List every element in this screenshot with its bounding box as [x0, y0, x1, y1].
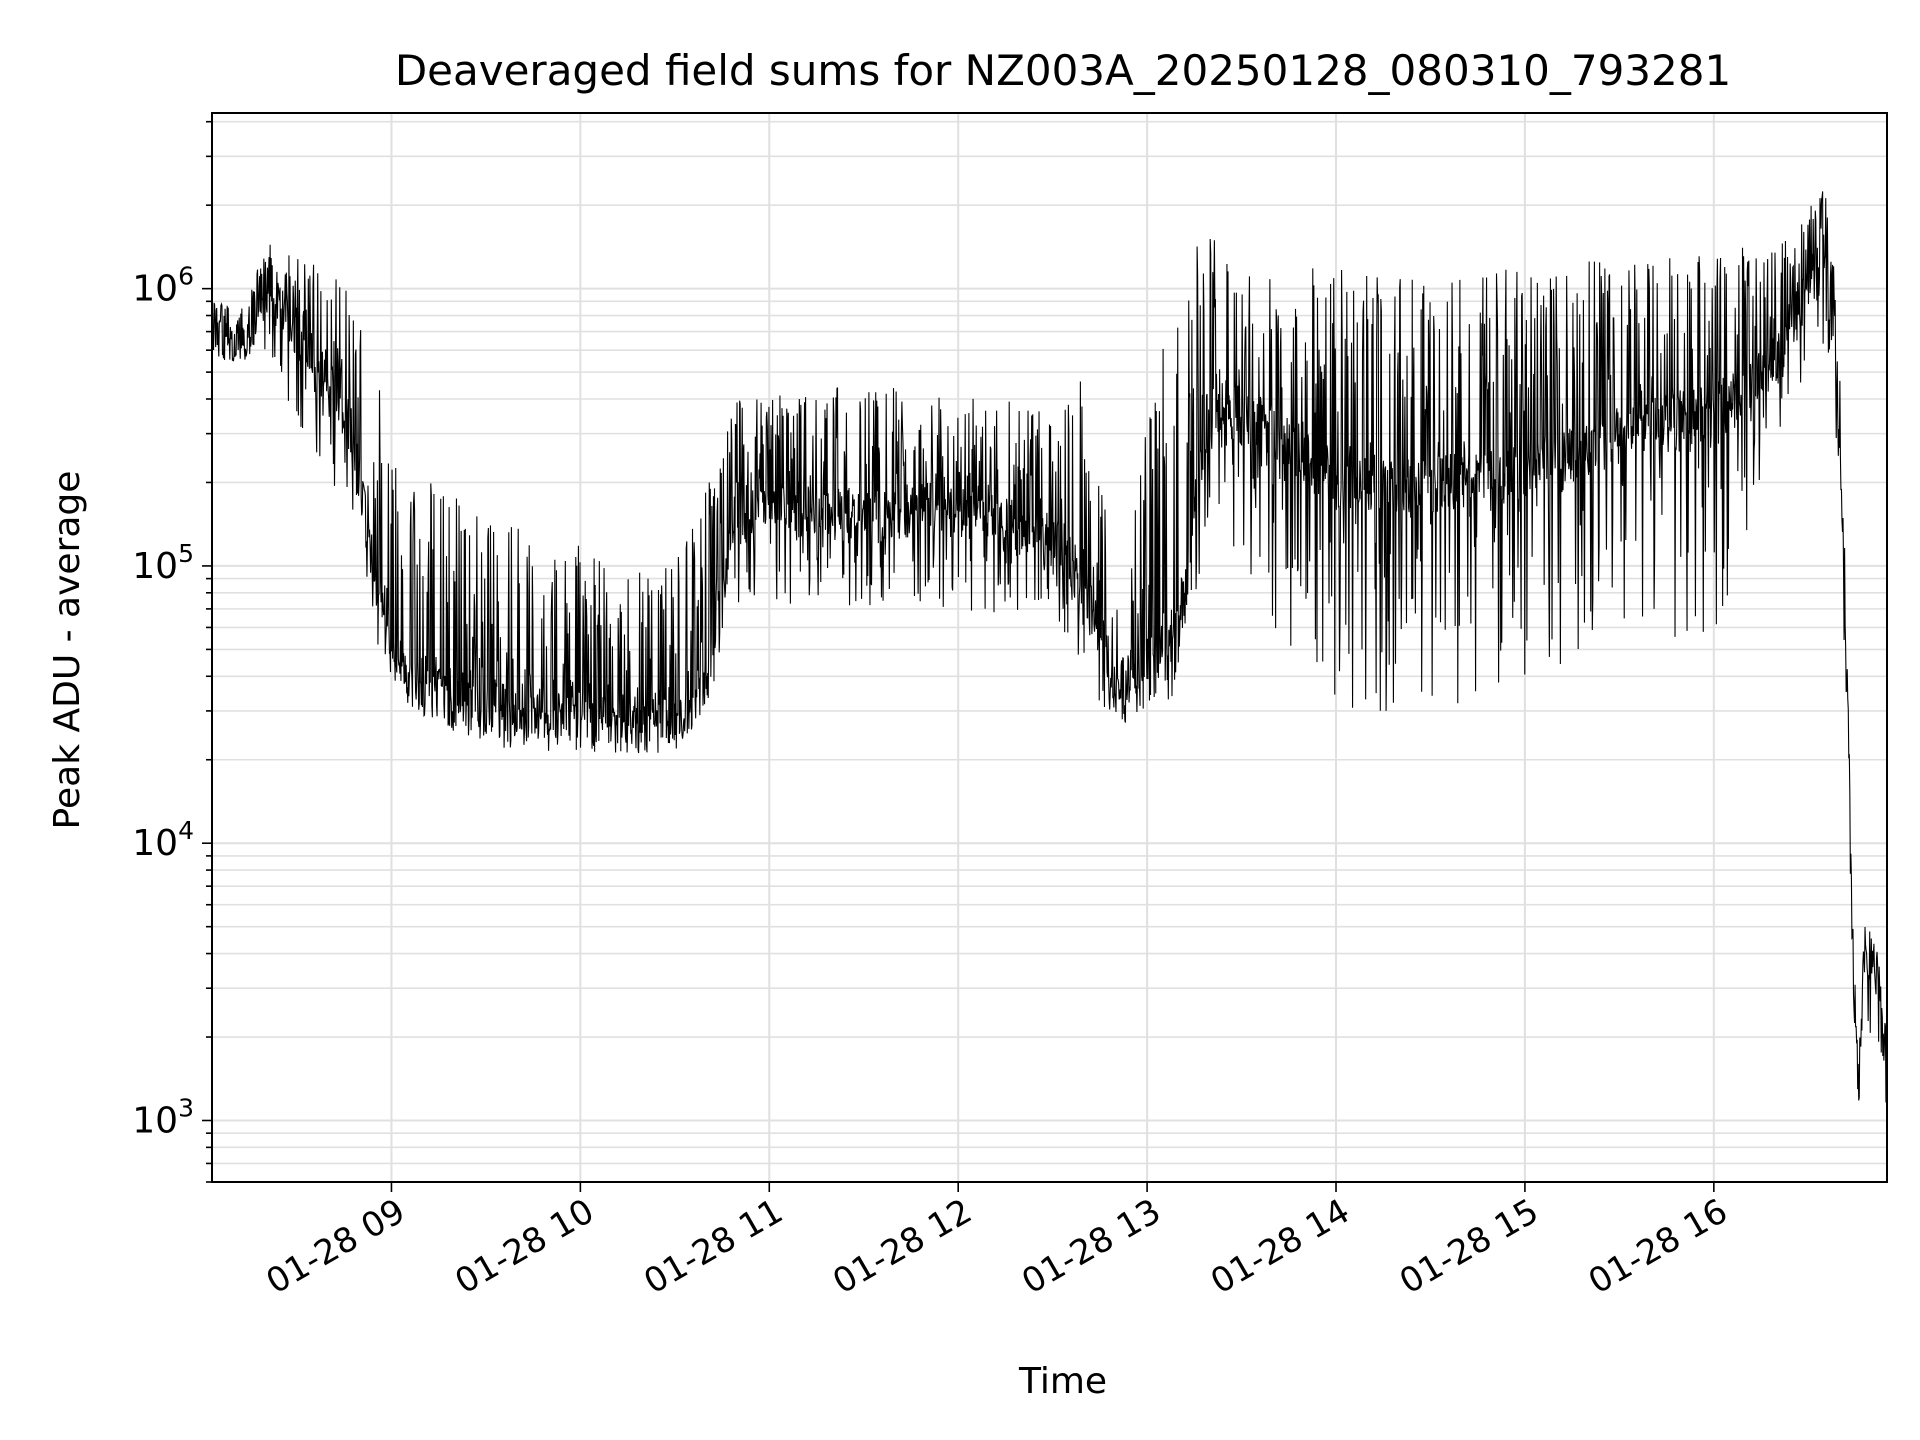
x-axis-label: Time	[1018, 1361, 1107, 1402]
y-tick-label: 105	[132, 539, 194, 587]
plot-frame	[211, 112, 1888, 1183]
plot-area	[211, 191, 1888, 1103]
series-line	[211, 191, 1888, 1103]
y-tick-label: 103	[132, 1093, 194, 1141]
y-axis: 103 104 105 106	[132, 120, 212, 1183]
y-axis-label: Peak ADU - average	[47, 471, 88, 830]
y-tick-label: 104	[132, 816, 194, 864]
y-tick-label: 106	[132, 262, 194, 310]
chart-title: Deaveraged field sums for NZ003A_2025012…	[395, 46, 1731, 95]
grid	[212, 113, 1887, 1183]
